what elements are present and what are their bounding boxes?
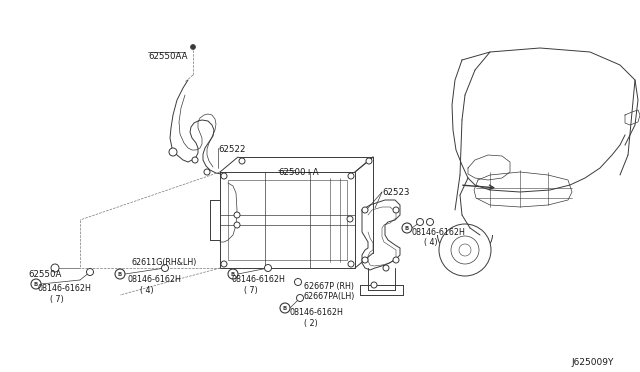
Circle shape bbox=[228, 269, 238, 279]
Circle shape bbox=[417, 218, 424, 225]
Circle shape bbox=[264, 264, 271, 272]
Circle shape bbox=[234, 212, 240, 218]
Text: B: B bbox=[231, 272, 235, 276]
Circle shape bbox=[402, 223, 412, 233]
Text: 08146-6162H: 08146-6162H bbox=[127, 275, 181, 284]
Circle shape bbox=[366, 158, 372, 164]
Circle shape bbox=[393, 257, 399, 263]
Circle shape bbox=[204, 169, 210, 175]
Circle shape bbox=[294, 279, 301, 285]
Circle shape bbox=[348, 173, 354, 179]
Circle shape bbox=[362, 257, 368, 263]
Circle shape bbox=[161, 264, 168, 272]
Text: B: B bbox=[405, 225, 409, 231]
Circle shape bbox=[296, 295, 303, 301]
Circle shape bbox=[393, 207, 399, 213]
Circle shape bbox=[221, 173, 227, 179]
Circle shape bbox=[347, 216, 353, 222]
Circle shape bbox=[426, 218, 433, 225]
Circle shape bbox=[239, 158, 245, 164]
Circle shape bbox=[362, 207, 368, 213]
Text: 08146-6162H: 08146-6162H bbox=[38, 284, 92, 293]
Circle shape bbox=[51, 264, 59, 272]
Text: 08146-6162H: 08146-6162H bbox=[290, 308, 344, 317]
Circle shape bbox=[31, 279, 41, 289]
Text: 62523: 62523 bbox=[382, 188, 410, 197]
Circle shape bbox=[86, 269, 93, 276]
Circle shape bbox=[371, 282, 377, 288]
Text: B: B bbox=[34, 282, 38, 286]
Text: ( 7): ( 7) bbox=[50, 295, 64, 304]
Circle shape bbox=[280, 303, 290, 313]
Circle shape bbox=[115, 269, 125, 279]
Text: B: B bbox=[283, 305, 287, 311]
Text: ( 4): ( 4) bbox=[140, 286, 154, 295]
Text: 62667P (RH): 62667P (RH) bbox=[304, 282, 354, 291]
Text: B: B bbox=[118, 272, 122, 276]
Circle shape bbox=[191, 45, 195, 49]
Circle shape bbox=[348, 261, 354, 267]
Text: J625009Y: J625009Y bbox=[572, 358, 614, 367]
Text: ( 4): ( 4) bbox=[424, 238, 438, 247]
Text: 08146-6162H: 08146-6162H bbox=[412, 228, 466, 237]
Text: 62667PA(LH): 62667PA(LH) bbox=[304, 292, 355, 301]
Circle shape bbox=[439, 224, 491, 276]
Text: ( 7): ( 7) bbox=[244, 286, 258, 295]
Text: 62611G(RH&LH): 62611G(RH&LH) bbox=[132, 258, 197, 267]
Circle shape bbox=[383, 265, 389, 271]
Text: 08146-6162H: 08146-6162H bbox=[232, 275, 286, 284]
Circle shape bbox=[234, 222, 240, 228]
Circle shape bbox=[169, 148, 177, 156]
Text: 62522: 62522 bbox=[218, 145, 246, 154]
Text: 62550A: 62550A bbox=[28, 270, 61, 279]
Circle shape bbox=[221, 261, 227, 267]
Text: ( 2): ( 2) bbox=[304, 319, 317, 328]
Text: 62500+A: 62500+A bbox=[278, 168, 319, 177]
Text: 62550AA: 62550AA bbox=[148, 52, 188, 61]
Circle shape bbox=[192, 157, 198, 163]
